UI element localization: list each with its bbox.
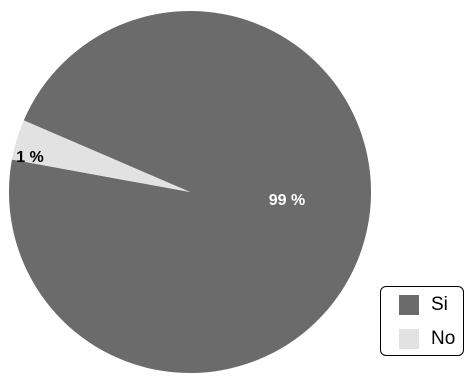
data-label-no: 1 % [16,149,44,166]
pie-slice-si [8,10,371,374]
legend-label-si: Si [431,294,448,315]
legend-swatch-si [399,295,419,315]
pie-slice-no [11,120,190,192]
legend-item-si: Si [399,293,461,317]
legend-label-no: No [431,328,456,349]
legend-item-no: No [399,327,461,351]
legend: Si No [380,286,464,356]
legend-swatch-no [399,329,419,349]
data-label-si: 99 % [269,192,305,209]
